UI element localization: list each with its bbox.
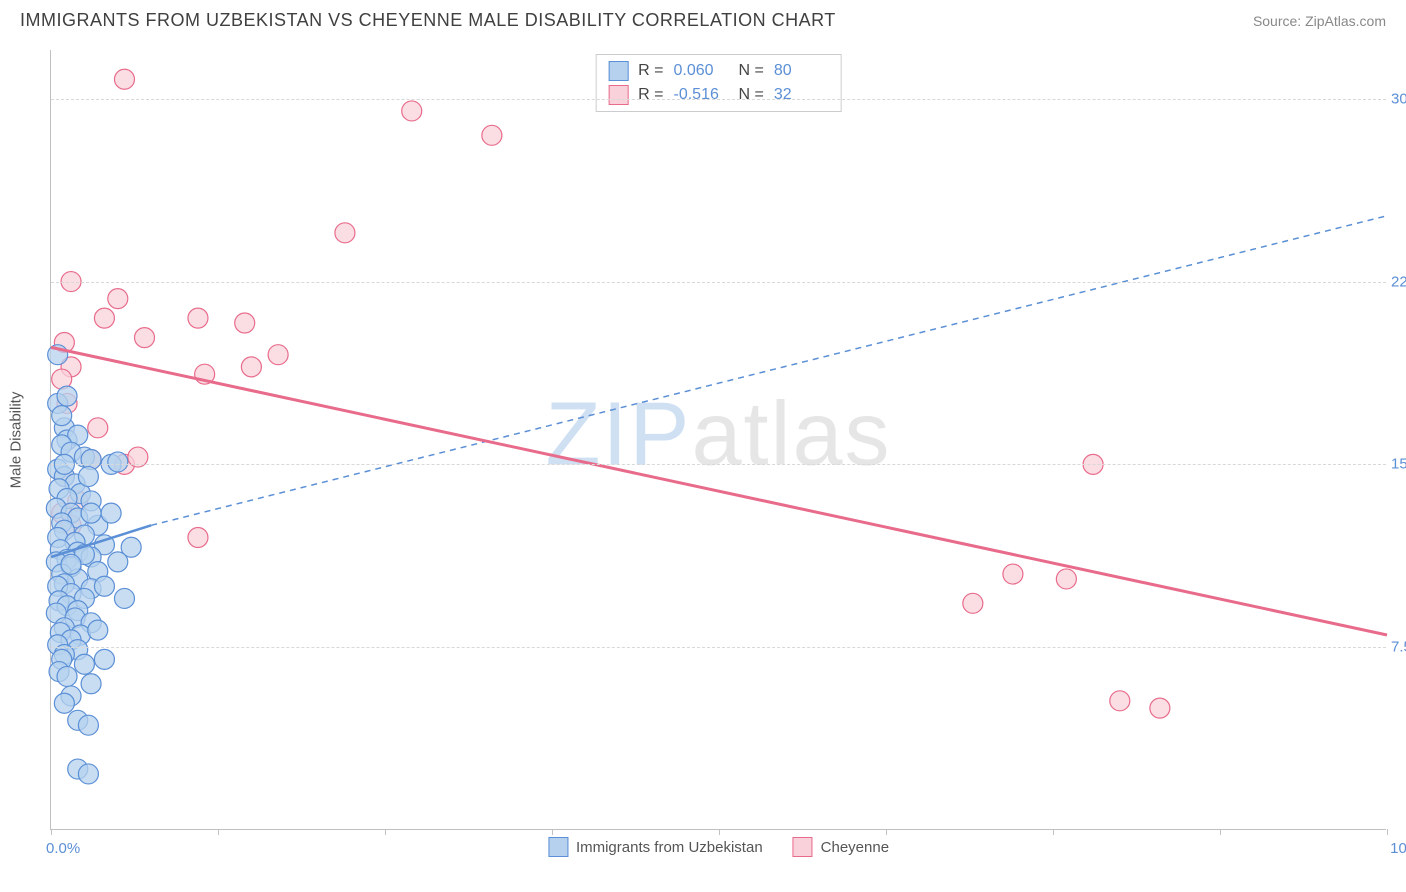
x-axis-max-label: 100.0% bbox=[1390, 840, 1406, 857]
legend-row-series1: R = 0.060 N = 80 bbox=[608, 59, 829, 83]
legend-label-series1: Immigrants from Uzbekistan bbox=[576, 839, 763, 856]
r-value-series2: -0.516 bbox=[674, 86, 729, 104]
n-value-series2: 32 bbox=[774, 86, 829, 104]
x-axis-min-label: 0.0% bbox=[46, 840, 80, 857]
correlation-legend: R = 0.060 N = 80 R = -0.516 N = 32 bbox=[595, 54, 842, 112]
legend-item-series1: Immigrants from Uzbekistan bbox=[548, 837, 763, 857]
legend-row-series2: R = -0.516 N = 32 bbox=[608, 83, 829, 107]
y-tick-label: 22.5% bbox=[1391, 273, 1406, 290]
y-tick-label: 15.0% bbox=[1391, 456, 1406, 473]
chart-title: IMMIGRANTS FROM UZBEKISTAN VS CHEYENNE M… bbox=[20, 10, 836, 31]
y-axis-label: Male Disability bbox=[8, 391, 25, 488]
scatter-chart: Male Disability ZIPatlas R = 0.060 N = 8… bbox=[50, 50, 1386, 830]
source-attribution: Source: ZipAtlas.com bbox=[1253, 13, 1386, 29]
r-value-series1: 0.060 bbox=[674, 62, 729, 80]
swatch-series1-bottom bbox=[548, 837, 568, 857]
n-value-series1: 80 bbox=[774, 62, 829, 80]
swatch-series2-bottom bbox=[793, 837, 813, 857]
y-tick-label: 7.5% bbox=[1391, 639, 1406, 656]
y-tick-label: 30.0% bbox=[1391, 90, 1406, 107]
swatch-series1 bbox=[608, 61, 628, 81]
plot-svg bbox=[51, 50, 1386, 829]
swatch-series2 bbox=[608, 85, 628, 105]
legend-label-series2: Cheyenne bbox=[821, 839, 889, 856]
series-legend: Immigrants from Uzbekistan Cheyenne bbox=[548, 837, 889, 857]
legend-item-series2: Cheyenne bbox=[793, 837, 889, 857]
